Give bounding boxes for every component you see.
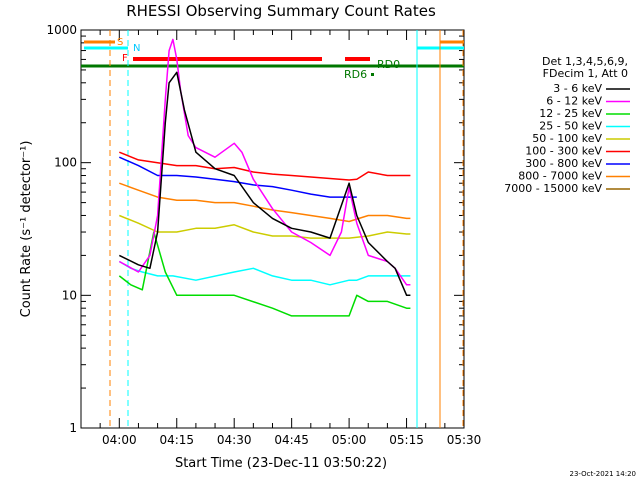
x-tick-label-5: 05:15 — [389, 433, 424, 447]
series-line-3-6-kev — [118, 71, 411, 297]
series-line-800-7000-kev — [119, 182, 411, 223]
flag-label-n: N — [133, 43, 140, 54]
plot-area — [80, 29, 465, 429]
series-layer — [118, 38, 411, 317]
legend: Det 1,3,4,5,6,9, FDecim 1, Att 0 3 - 6 k… — [504, 55, 630, 195]
x-axis-label: Start Time (23-Dec-11 03:50:22) — [175, 456, 387, 471]
y-axis: 1 10 100 1000 — [46, 23, 464, 435]
legend-label-1: 6 - 12 keV — [546, 95, 602, 108]
series-line-25-50-kev — [118, 260, 411, 286]
attenuator-flags: S N F RD0 RD6 — [81, 37, 464, 81]
y-tick-label-3: 1000 — [46, 23, 77, 37]
rd6-marker — [371, 73, 374, 76]
event-lines — [109, 30, 464, 428]
y-axis-label: Count Rate (s⁻¹ detector⁻¹) — [19, 141, 34, 318]
legend-label-6: 300 - 800 keV — [525, 157, 602, 170]
series-line-12-25-kev — [118, 231, 411, 317]
series-line-6-12-kev — [118, 38, 411, 286]
legend-label-8: 7000 - 15000 keV — [504, 182, 602, 195]
series-line-50-100-kev — [119, 214, 411, 239]
legend-label-2: 12 - 25 keV — [539, 107, 602, 120]
legend-label-5: 100 - 300 keV — [525, 145, 602, 158]
chart-title: RHESSI Observing Summary Count Rates — [126, 2, 436, 20]
legend-header-line-1: Det 1,3,4,5,6,9, — [542, 55, 628, 68]
x-tick-label-3: 04:45 — [274, 433, 309, 447]
legend-label-7: 800 - 7000 keV — [518, 170, 602, 183]
footer-timestamp: 23-Oct-2021 14:20 — [570, 470, 636, 478]
y-tick-label-2: 100 — [54, 156, 77, 170]
x-tick-label-4: 05:00 — [332, 433, 367, 447]
flag-label-rd6: RD6 — [344, 68, 367, 81]
y-tick-label-1: 10 — [62, 288, 77, 302]
x-tick-label-6: 05:30 — [447, 433, 482, 447]
x-axis: 04:00 04:15 04:30 04:45 05:00 05:15 05:30 — [80, 30, 482, 447]
legend-label-3: 25 - 50 keV — [539, 120, 602, 133]
legend-label-0: 3 - 6 keV — [553, 82, 602, 95]
x-tick-label-2: 04:30 — [217, 433, 252, 447]
series-line-100-300-kev — [119, 151, 411, 181]
x-tick-label-0: 04:00 — [102, 433, 137, 447]
flag-label-f: F — [122, 53, 128, 64]
legend-label-4: 50 - 100 keV — [532, 132, 602, 145]
legend-header-line-2: FDecim 1, Att 0 — [543, 67, 628, 80]
x-tick-label-1: 04:15 — [159, 433, 194, 447]
flag-label-s: S — [117, 37, 123, 48]
y-tick-label-0: 1 — [69, 421, 77, 435]
